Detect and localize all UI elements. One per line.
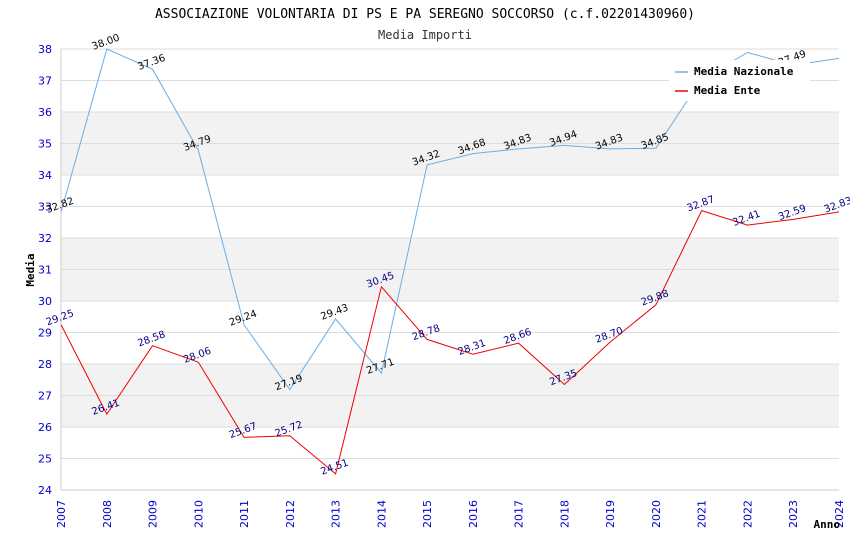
y-tick-label: 26 <box>38 421 52 434</box>
x-tick-label: 2015 <box>421 500 434 528</box>
x-axis-label: Anno <box>814 518 841 531</box>
y-tick-labels: 24 25 26 27 28 29 30 31 32 33 34 35 36 37 38 <box>38 43 52 497</box>
x-tick-label: 2010 <box>192 500 205 528</box>
y-tick-label: 27 <box>38 390 52 403</box>
x-tick-label: 2018 <box>558 500 571 528</box>
x-tick-label: 2022 <box>741 500 754 528</box>
y-tick-label: 29 <box>38 327 52 340</box>
x-tick-label: 2021 <box>696 500 709 528</box>
y-tick-label: 31 <box>38 264 52 277</box>
legend: Media Nazionale Media Ente <box>669 60 810 101</box>
x-tick-label: 2014 <box>375 500 388 528</box>
plot-band <box>61 364 839 396</box>
x-tick-label: 2019 <box>604 500 617 528</box>
plot-bands <box>61 49 839 490</box>
x-tick-label: 2012 <box>284 500 297 528</box>
x-tick-label: 2011 <box>238 500 251 528</box>
x-tick-label: 2009 <box>147 500 160 528</box>
plot-band <box>61 238 839 270</box>
legend-label-ente: Media Ente <box>694 84 761 97</box>
legend-box <box>669 60 810 101</box>
x-tick-label: 2013 <box>330 500 343 528</box>
chart-title: ASSOCIAZIONE VOLONTARIA DI PS E PA SEREG… <box>155 7 695 22</box>
chart-subtitle: Media Importi <box>378 28 472 42</box>
plot-band <box>61 206 839 238</box>
y-tick-label: 30 <box>38 295 52 308</box>
plot-band <box>61 269 839 301</box>
x-tick-label: 2024 <box>833 500 846 528</box>
y-tick-label: 35 <box>38 138 52 151</box>
plot-band <box>61 175 839 207</box>
plot-band <box>61 395 839 427</box>
grid-lines <box>61 48 839 491</box>
plot-band <box>61 112 839 144</box>
x-tick-label: 2017 <box>513 500 526 528</box>
x-tick-label: 2008 <box>101 500 114 528</box>
plot-band <box>61 332 839 364</box>
x-tick-labels: 2007 2008 2009 2010 2011 2012 2013 2014 2015 2016… <box>55 500 846 528</box>
legend-label-nazionale: Media Nazionale <box>694 65 794 78</box>
y-tick-label: 24 <box>38 484 52 497</box>
y-tick-label: 32 <box>38 232 52 245</box>
y-tick-label: 36 <box>38 106 52 119</box>
x-tick-label: 2020 <box>650 500 663 528</box>
y-tick-label: 28 <box>38 358 52 371</box>
plot-band <box>61 427 839 459</box>
x-tick-label: 2007 <box>55 500 68 528</box>
plot-band <box>61 458 839 490</box>
y-tick-label: 25 <box>38 453 52 466</box>
y-tick-label: 33 <box>38 201 52 214</box>
y-tick-label: 38 <box>38 43 52 56</box>
plot-band <box>61 301 839 333</box>
series-line-ente <box>60 209 840 475</box>
x-tick-label: 2023 <box>787 500 800 528</box>
y-tick-label: 34 <box>38 169 52 182</box>
y-axis-label: Media <box>24 253 37 286</box>
y-tick-label: 37 <box>38 75 52 88</box>
x-tick-label: 2016 <box>467 500 480 528</box>
